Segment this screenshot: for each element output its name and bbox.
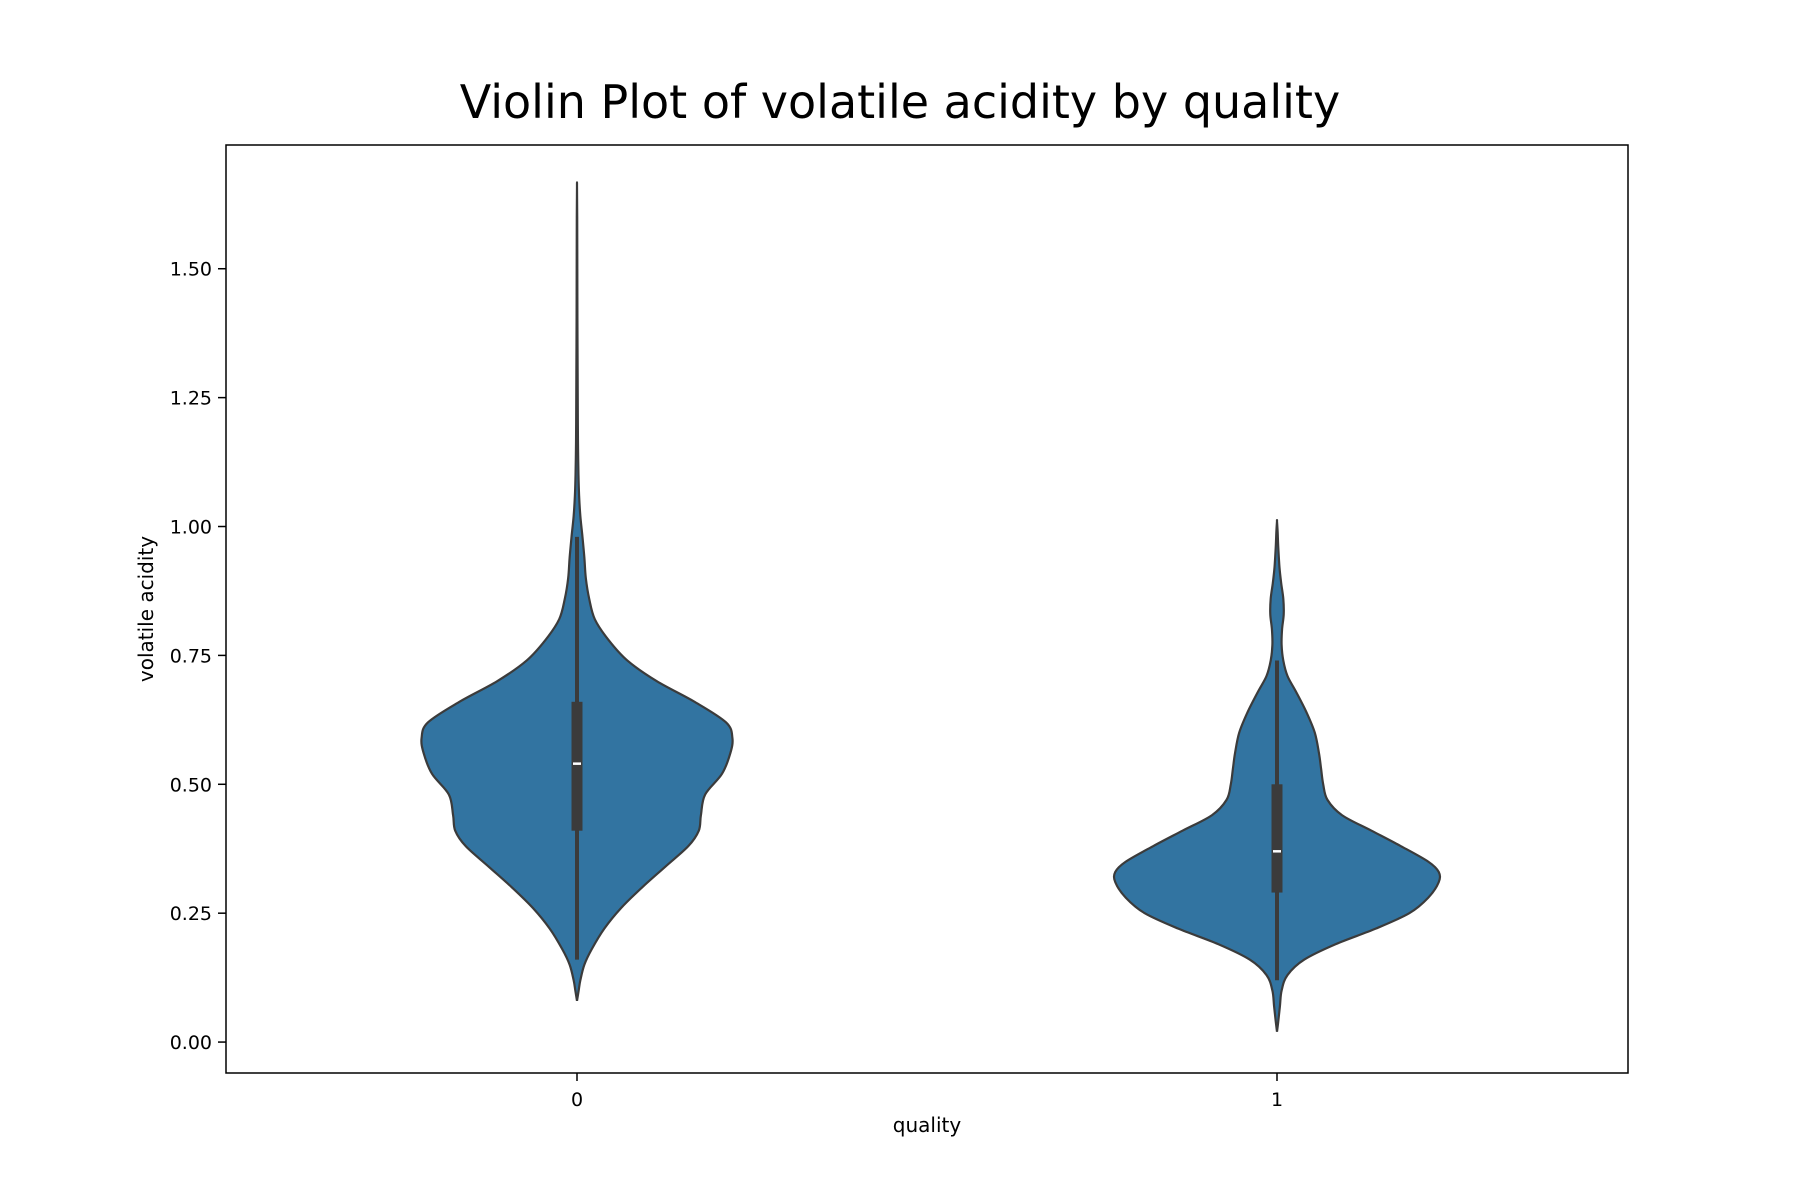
violin-1 bbox=[1112, 518, 1442, 1032]
y-tick-label: 0.00 bbox=[170, 1032, 212, 1054]
y-axis-label: volatile acidity bbox=[134, 536, 158, 682]
y-tick-label: 1.25 bbox=[170, 388, 212, 410]
x-tick-label: 0 bbox=[571, 1089, 583, 1111]
x-axis-label: quality bbox=[893, 1113, 962, 1137]
y-axis: 0.00 0.25 0.50 0.75 1.00 1.25 1.50 bbox=[170, 259, 226, 1054]
chart-title: Violin Plot of volatile acidity by quali… bbox=[460, 75, 1340, 129]
y-tick-label: 1.50 bbox=[170, 259, 212, 281]
violins-layer bbox=[420, 181, 1442, 1032]
y-tick-label: 0.75 bbox=[170, 645, 212, 667]
y-tick-label: 0.50 bbox=[170, 774, 212, 796]
violin-0 bbox=[420, 181, 734, 1001]
y-tick-label: 1.00 bbox=[170, 517, 212, 539]
x-tick-label: 1 bbox=[1271, 1089, 1283, 1111]
violin-iqr-box-0 bbox=[571, 701, 583, 831]
plot-frame bbox=[225, 144, 1629, 1074]
violin-iqr-box-1 bbox=[1271, 784, 1283, 893]
y-tick-label: 0.25 bbox=[170, 903, 212, 925]
